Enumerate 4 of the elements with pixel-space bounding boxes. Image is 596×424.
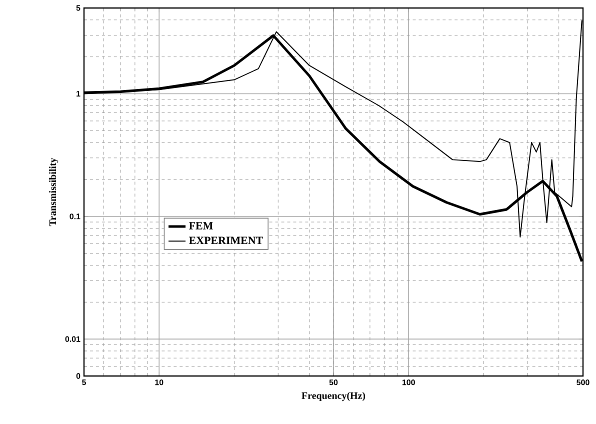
legend-label: FEM xyxy=(189,222,213,230)
y-axis-title: Transmissibility xyxy=(49,158,58,226)
x-axis-title: Frequency(Hz) xyxy=(302,392,366,402)
legend-label: EXPERIMENT xyxy=(189,236,263,244)
